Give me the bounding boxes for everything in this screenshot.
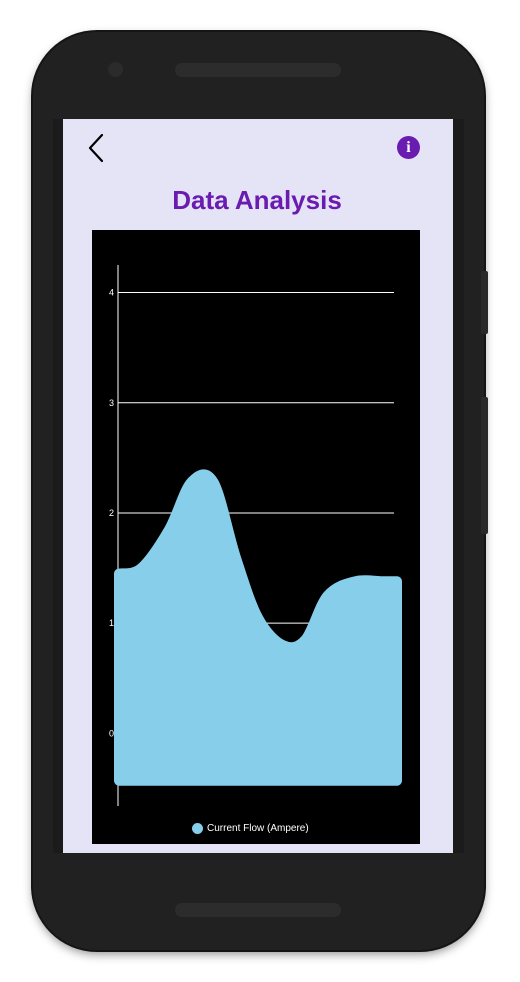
data-point[interactable] [137,564,146,573]
back-button[interactable] [85,133,111,163]
data-point[interactable] [323,591,332,600]
data-point[interactable] [393,577,401,586]
info-button[interactable]: i [397,136,420,159]
data-point[interactable] [351,577,360,586]
data-point[interactable] [115,569,123,578]
data-point[interactable] [165,525,174,534]
chevron-left-icon [88,133,104,163]
y-tick-label: 1 [109,618,114,628]
y-tick-label: 3 [109,398,114,408]
data-point[interactable] [209,478,218,487]
data-point[interactable] [279,641,288,650]
y-tick-label: 4 [109,288,114,298]
volume-button[interactable] [481,397,488,534]
app-screen: i Data Analysis 0 1 2 3 4 Current Flow (Ampe… [63,119,453,853]
earpiece-speaker [175,63,341,77]
series-area [114,469,402,786]
data-point[interactable] [187,478,196,487]
power-button[interactable] [481,271,488,334]
legend-swatch [192,822,203,834]
data-point[interactable] [254,613,262,622]
chart-panel: 0 1 2 3 4 Current Flow (Ampere) [92,230,420,844]
data-point[interactable] [379,577,388,586]
chart-legend[interactable]: Current Flow (Ampere) [192,820,309,836]
camera [108,62,123,77]
y-tick-label: 0 [109,728,114,738]
page-title: Data Analysis [172,185,342,215]
data-point[interactable] [301,635,310,644]
info-icon: i [406,139,411,156]
y-tick-label: 2 [109,508,114,518]
bottom-speaker [175,903,341,917]
legend-label: Current Flow (Ampere) [207,822,309,834]
data-point[interactable] [231,553,240,562]
current-flow-chart: 0 1 2 3 4 [109,265,402,806]
